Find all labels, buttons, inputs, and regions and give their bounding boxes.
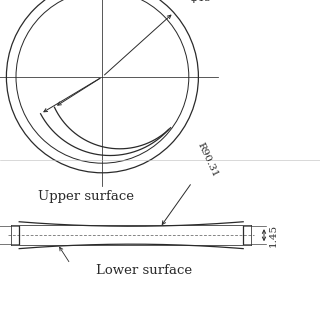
Text: Upper surface: Upper surface xyxy=(38,190,134,203)
Text: R90.31: R90.31 xyxy=(195,141,219,179)
Text: φ45: φ45 xyxy=(190,0,212,3)
Text: Lower surface: Lower surface xyxy=(96,264,192,277)
Text: 1.45: 1.45 xyxy=(269,224,278,247)
